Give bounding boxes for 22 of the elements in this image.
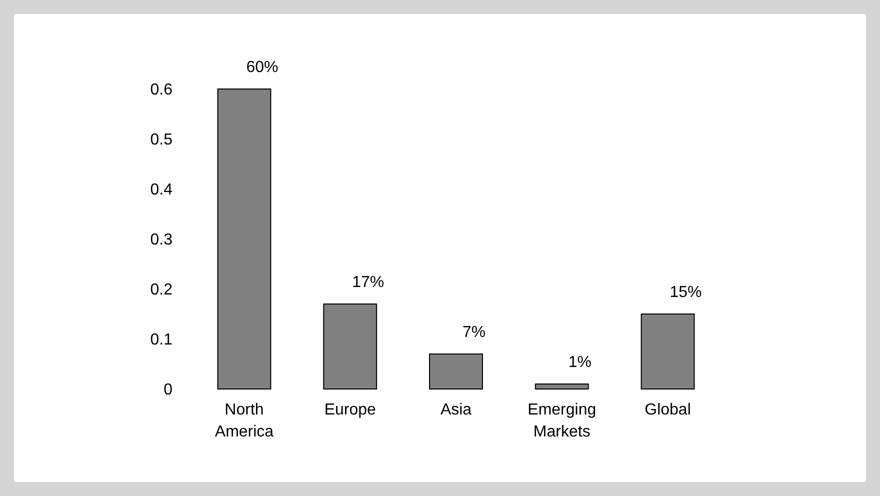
y-tick-label: 0 — [164, 382, 173, 398]
bar — [429, 354, 483, 390]
data-label: 7% — [462, 324, 486, 341]
y-tick-label: 0.1 — [150, 332, 173, 348]
x-tick-label: Emerging Markets — [528, 402, 596, 440]
data-label: 17% — [352, 274, 384, 291]
y-tick-label: 0.3 — [150, 232, 173, 248]
bar — [323, 304, 378, 390]
data-label: 1% — [568, 354, 592, 371]
y-tick-label: 0.4 — [150, 182, 173, 198]
bar — [534, 384, 589, 390]
y-tick-label: 0.2 — [150, 282, 173, 298]
y-tick-label: 0.5 — [150, 132, 173, 148]
bar — [217, 88, 272, 390]
data-label: 60% — [246, 59, 278, 76]
x-tick-label: Europe — [324, 402, 376, 418]
data-label: 15% — [670, 284, 702, 301]
bar — [640, 314, 695, 390]
x-tick-label: North America — [214, 402, 274, 440]
x-tick-label: Global — [644, 402, 691, 418]
x-tick-label: Asia — [440, 402, 472, 418]
y-tick-label: 0.6 — [150, 82, 173, 98]
